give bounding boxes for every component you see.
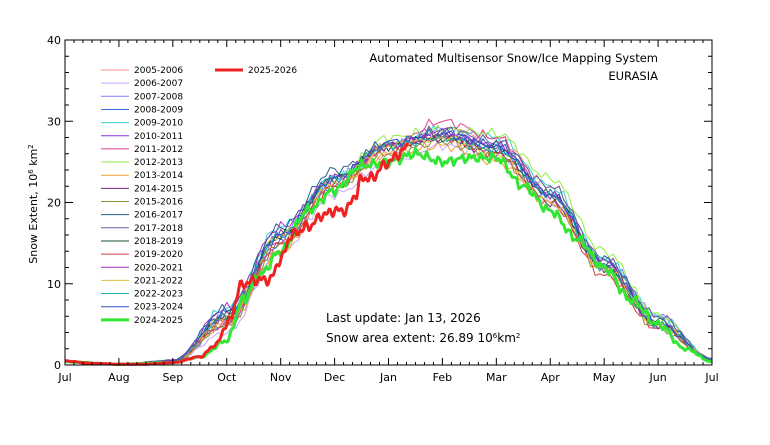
last-update-annotation: Last update: Jan 13, 2026 (326, 311, 481, 325)
y-tick-label: 30 (47, 115, 61, 128)
y-axis-label: Snow Extent, 106 km2 (27, 144, 40, 264)
legend-label: 2012-2013 (134, 158, 183, 168)
x-tick-label: Aug (108, 371, 129, 384)
legend-label: 2022-2023 (134, 290, 183, 300)
legend-entry-2010-2011: 2010-2011 (101, 132, 183, 142)
legend-label: 2007-2008 (134, 92, 183, 102)
legend-label: 2014-2015 (134, 184, 183, 194)
x-tick-label: Jun (648, 371, 666, 384)
x-tick-label: Jul (57, 371, 71, 384)
legend-entry-2020-2021: 2020-2021 (101, 263, 183, 273)
x-tick-label: Sep (162, 371, 183, 384)
legend-label: 2005-2006 (134, 66, 183, 76)
legend-label: 2019-2020 (134, 250, 183, 260)
legend-entry-2019-2020: 2019-2020 (101, 250, 183, 260)
legend-entry-2018-2019: 2018-2019 (101, 237, 183, 247)
legend-label: 2013-2014 (134, 171, 183, 181)
x-tick-label: May (593, 371, 616, 384)
legend-label: 2017-2018 (134, 224, 183, 234)
legend-label: 2023-2024 (134, 303, 183, 313)
legend: 2005-2006 2006-2007 2007-2008 2008-2009 2009… (101, 66, 297, 326)
legend-entry-2009-2010: 2009-2010 (101, 119, 183, 129)
snow-extent-annotation: Snow area extent: 26.89 106km2 (326, 331, 520, 345)
y-tick-label: 10 (47, 278, 61, 291)
legend-label: 2024-2025 (134, 316, 183, 326)
x-tick-label: Jul (704, 371, 718, 384)
x-tick-label: Dec (324, 371, 345, 384)
axis-layer: 0 10 20 30 40 Jul Aug Sep Oct Nov Dec Jan Feb Mar Apr M… (47, 34, 719, 384)
legend-entry-2023-2024: 2023-2024 (101, 303, 183, 313)
legend-label: 2018-2019 (134, 237, 183, 247)
legend-label: 2021-2022 (134, 276, 183, 286)
legend-label: 2016-2017 (134, 211, 183, 221)
y-tick-label: 40 (47, 34, 61, 47)
legend-entry-2014-2015: 2014-2015 (101, 184, 183, 194)
chart-title: Automated Multisensor Snow/Ice Mapping S… (369, 51, 658, 65)
legend-entry-2005-2006: 2005-2006 (101, 66, 183, 76)
legend-entry-2011-2012: 2011-2012 (101, 145, 183, 155)
legend-entry-2013-2014: 2013-2014 (101, 171, 183, 181)
y-tick-label: 20 (47, 197, 61, 210)
legend-label: 2011-2012 (134, 145, 183, 155)
legend-entry-2022-2023: 2022-2023 (101, 290, 183, 300)
legend-label: 2010-2011 (134, 132, 183, 142)
legend-label: 2015-2016 (134, 198, 183, 208)
x-tick-label: Apr (541, 371, 561, 384)
legend-entry-2012-2013: 2012-2013 (101, 158, 183, 168)
y-tick-label: 0 (54, 359, 61, 372)
legend-label: 2006-2007 (134, 79, 183, 89)
legend-entry-2024-2025: 2024-2025 (101, 316, 183, 326)
legend-entry-2007-2008: 2007-2008 (101, 92, 183, 102)
series-line-2025-2026 (64, 142, 409, 366)
legend-label: 2009-2010 (134, 119, 183, 129)
legend-entry-2006-2007: 2006-2007 (101, 79, 183, 89)
x-tick-label: Oct (217, 371, 237, 384)
legend-entry-2017-2018: 2017-2018 (101, 224, 183, 234)
legend-label: 2020-2021 (134, 263, 183, 273)
legend-entry-2015-2016: 2015-2016 (101, 198, 183, 208)
legend-label: 2008-2009 (134, 105, 183, 115)
x-tick-label: Feb (433, 371, 452, 384)
chart-subtitle: EURASIA (608, 69, 658, 83)
legend-entry-2016-2017: 2016-2017 (101, 211, 183, 221)
series-line-2024-2025 (64, 147, 713, 366)
legend-label: 2025-2026 (248, 66, 297, 76)
legend-entry-2021-2022: 2021-2022 (101, 276, 183, 286)
x-tick-label: Mar (486, 371, 507, 384)
x-tick-label: Nov (270, 371, 292, 384)
x-tick-label: Jan (379, 371, 397, 384)
legend-entry-2025-2026: 2025-2026 (215, 66, 297, 76)
legend-entry-2008-2009: 2008-2009 (101, 105, 183, 115)
